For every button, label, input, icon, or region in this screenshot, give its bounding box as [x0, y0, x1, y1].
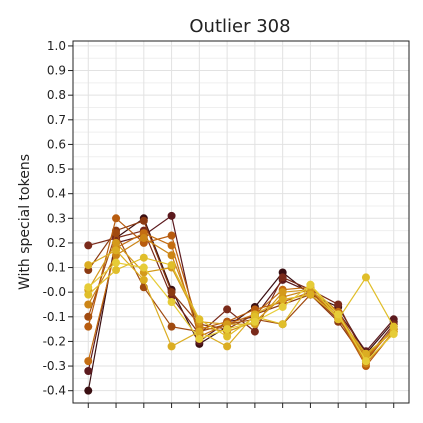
data-point	[112, 258, 121, 267]
data-point	[223, 342, 232, 351]
y-tick-label: 0.2	[47, 236, 66, 250]
series-line	[88, 229, 395, 360]
data-point	[334, 310, 343, 319]
series-line	[87, 217, 395, 368]
data-point	[167, 322, 176, 331]
y-tick-label: -0.3	[43, 359, 66, 373]
data-point	[223, 325, 232, 334]
plot-area-frame	[72, 40, 410, 404]
data-point	[167, 288, 176, 297]
series-line	[87, 220, 395, 363]
data-point	[167, 211, 176, 220]
data-point	[167, 241, 176, 250]
series-11	[84, 258, 398, 366]
data-point	[195, 327, 204, 336]
data-point	[167, 251, 176, 260]
data-point	[84, 290, 93, 299]
series-line	[87, 237, 395, 365]
data-point	[223, 332, 232, 341]
data-point	[139, 253, 148, 262]
data-point	[334, 300, 343, 309]
data-point	[195, 315, 204, 324]
data-point	[112, 238, 121, 247]
data-point	[167, 231, 176, 240]
data-point	[250, 327, 259, 336]
data-point	[361, 357, 370, 366]
data-point	[112, 246, 121, 255]
data-point	[84, 386, 93, 395]
series-line	[87, 214, 395, 372]
series-6	[84, 229, 398, 366]
series-line	[87, 231, 395, 358]
data-point	[139, 234, 148, 243]
data-point	[278, 273, 287, 282]
series-1	[84, 211, 398, 375]
y-tick-label: 0.6	[47, 137, 66, 151]
data-point	[278, 302, 287, 311]
y-tick-label: -0.1	[43, 310, 66, 324]
data-point	[361, 349, 370, 358]
series-line	[87, 232, 395, 362]
data-point	[250, 317, 259, 326]
data-point	[84, 241, 93, 250]
data-point	[84, 300, 93, 309]
data-point	[306, 290, 315, 299]
grid-lines	[73, 41, 409, 403]
y-axis-label: With special tokens	[17, 154, 33, 290]
data-point	[84, 366, 93, 375]
series-line	[87, 261, 395, 363]
y-tick-label: 0.8	[47, 88, 66, 102]
data-point	[195, 334, 204, 343]
y-axis: 1.0 0.9 0.8 0.7 0.6 0.5 0.4 0.3 0.2 0.1 -0.0 -0.1 -0…	[43, 39, 73, 398]
series-2	[84, 226, 398, 363]
y-tick-label: -0.4	[43, 384, 66, 398]
y-tick-label: 0.7	[47, 113, 66, 127]
data-point	[112, 214, 121, 223]
y-tick-label: 0.1	[47, 261, 66, 275]
data-point	[278, 295, 287, 304]
y-tick-label: 0.9	[47, 64, 66, 78]
data-point	[112, 229, 121, 238]
y-tick-label: 1.0	[47, 39, 66, 53]
y-tick-label: -0.2	[43, 334, 66, 348]
data-point	[389, 322, 398, 331]
data-point	[112, 266, 121, 275]
data-point	[84, 283, 93, 292]
data-point	[167, 261, 176, 270]
series-line	[87, 241, 395, 358]
series-line	[87, 257, 395, 338]
data-point	[167, 342, 176, 351]
data-point	[84, 322, 93, 331]
series-4	[84, 229, 398, 361]
data-point	[139, 216, 148, 225]
chart-title: Outlier 308	[189, 16, 290, 37]
y-tick-label: 0.3	[47, 211, 66, 225]
series-layer	[84, 211, 398, 395]
data-point	[167, 298, 176, 307]
data-point	[139, 263, 148, 272]
data-point	[278, 288, 287, 297]
data-point	[139, 275, 148, 284]
data-point	[361, 273, 370, 282]
data-point	[84, 261, 93, 270]
x-axis	[87, 403, 395, 408]
data-point	[278, 320, 287, 329]
data-point	[84, 357, 93, 366]
y-tick-label: 0.4	[47, 187, 66, 201]
y-tick-label: 0.5	[47, 162, 66, 176]
data-point	[389, 330, 398, 339]
data-point	[306, 280, 315, 289]
data-point	[223, 305, 232, 314]
y-tick-label: -0.0	[43, 285, 66, 299]
